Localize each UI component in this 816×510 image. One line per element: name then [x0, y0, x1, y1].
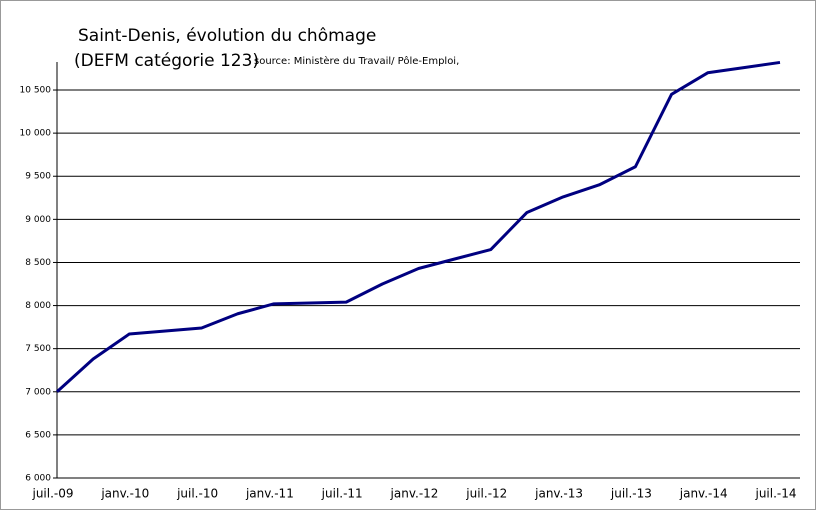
- x-tick-label: janv.-14: [679, 487, 728, 501]
- x-tick-label: juil.-11: [321, 487, 363, 501]
- y-tick-label: 10 500: [20, 86, 52, 96]
- y-tick-label: 6 000: [25, 474, 51, 484]
- y-tick-label: 10 000: [20, 129, 52, 139]
- y-tick-label: 7 500: [25, 344, 51, 354]
- plot-area: 6 000 6 500 7 000 7 500 8 000 8 500 9 000 9 500…: [20, 60, 800, 501]
- x-tick-label: janv.-13: [534, 487, 583, 501]
- x-tick-label: juil.-09: [31, 487, 73, 501]
- y-tick-label: 9 500: [25, 172, 51, 182]
- y-tick-label: 8 000: [25, 301, 51, 311]
- x-tick-label: janv.-12: [390, 487, 439, 501]
- y-tick-label: 6 500: [25, 430, 51, 440]
- y-tick-label: 9 000: [25, 215, 51, 225]
- y-tick-label: 7 000: [25, 387, 51, 397]
- chart-source: source: Ministère du Travail/ Pôle-Emplo…: [254, 55, 459, 67]
- x-tick-label: janv.-11: [245, 487, 294, 501]
- x-tick-label: juil.-14: [754, 487, 796, 501]
- x-tick-label: juil.-12: [465, 487, 507, 501]
- x-tick-label: janv.-10: [100, 487, 149, 501]
- x-tick-label: juil.-10: [176, 487, 218, 501]
- chart-subtitle: (DEFM catégorie 123): [74, 51, 259, 71]
- x-tick-label: juil.-13: [610, 487, 652, 501]
- chart-title: Saint-Denis, évolution du chômage: [78, 26, 376, 46]
- y-tick-label: 8 500: [25, 258, 51, 268]
- data-line: [55, 60, 781, 393]
